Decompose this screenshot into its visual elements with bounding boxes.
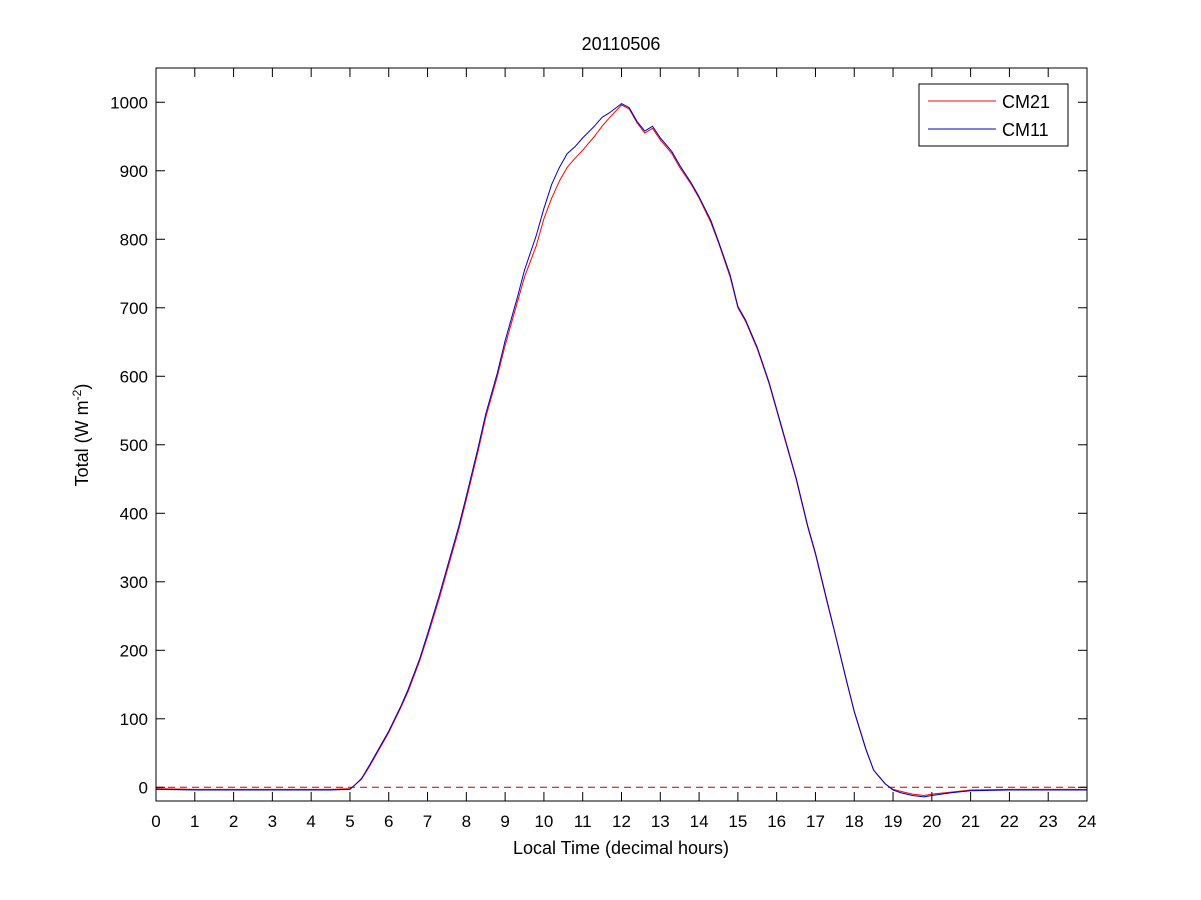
x-tick-label: 2 bbox=[229, 812, 238, 831]
y-tick-label: 700 bbox=[120, 299, 148, 318]
y-tick-label: 0 bbox=[139, 778, 148, 797]
y-tick-label: 300 bbox=[120, 573, 148, 592]
series-line-cm11 bbox=[156, 103, 1087, 798]
x-tick-label: 16 bbox=[767, 812, 786, 831]
x-axis-title: Local Time (decimal hours) bbox=[513, 838, 729, 858]
y-tick-label: 200 bbox=[120, 641, 148, 660]
x-tick-label: 6 bbox=[384, 812, 393, 831]
x-tick-label: 15 bbox=[728, 812, 747, 831]
x-tick-label: 0 bbox=[151, 812, 160, 831]
y-tick-label: 1000 bbox=[110, 93, 148, 112]
x-tick-label: 17 bbox=[806, 812, 825, 831]
x-tick-label: 18 bbox=[845, 812, 864, 831]
y-tick-labels: 0 100 200 300 400 500 600 700 800 900 1000 bbox=[110, 93, 148, 797]
plot-background bbox=[156, 68, 1087, 801]
legend-box bbox=[918, 83, 1069, 147]
x-tick-label: 21 bbox=[961, 812, 980, 831]
x-tick-label: 4 bbox=[306, 812, 315, 831]
legend-label-cm11: CM11 bbox=[1002, 120, 1049, 140]
y-axis-title: Total (W m-2) bbox=[70, 384, 92, 487]
x-tick-label: 5 bbox=[345, 812, 354, 831]
legend: CM21 CM11 bbox=[918, 83, 1069, 147]
y-axis-title-superscript: -2 bbox=[70, 389, 84, 400]
x-tick-labels: 0 1 2 3 4 5 6 7 8 9 10 11 12 13 14 15 16 17 18 19 20 21 22 23 24 bbox=[151, 812, 1096, 831]
x-tick-label: 23 bbox=[1039, 812, 1058, 831]
x-tick-label: 13 bbox=[651, 812, 670, 831]
x-tick-label: 3 bbox=[268, 812, 277, 831]
legend-label-cm21: CM21 bbox=[1002, 92, 1050, 112]
y-tick-label: 100 bbox=[120, 710, 148, 729]
x-tick-label: 11 bbox=[574, 812, 592, 831]
x-tick-label: 19 bbox=[884, 812, 903, 831]
x-tick-label: 8 bbox=[462, 812, 471, 831]
y-axis-title-close: ) bbox=[72, 384, 92, 390]
x-tick-label: 12 bbox=[612, 812, 631, 831]
chart-title: 20110506 bbox=[582, 34, 661, 54]
x-tick-label: 1 bbox=[190, 812, 199, 831]
y-axis-title-main: Total (W m bbox=[72, 400, 92, 486]
x-tick-label: 24 bbox=[1078, 812, 1097, 831]
y-tick-label: 800 bbox=[120, 230, 148, 249]
x-tick-label: 10 bbox=[534, 812, 553, 831]
x-tick-label: 7 bbox=[423, 812, 432, 831]
y-tick-label: 500 bbox=[120, 436, 148, 455]
plot-area bbox=[155, 67, 1088, 802]
y-tick-label: 400 bbox=[120, 504, 148, 523]
y-tick-label: 900 bbox=[120, 162, 148, 181]
x-tick-label: 20 bbox=[922, 812, 941, 831]
x-tick-label: 9 bbox=[500, 812, 509, 831]
plot-frame bbox=[155, 67, 1088, 802]
x-tick-label: 14 bbox=[690, 812, 709, 831]
x-tick-label: 22 bbox=[1000, 812, 1019, 831]
y-tick-label: 600 bbox=[120, 367, 148, 386]
series-layer bbox=[156, 103, 1087, 798]
